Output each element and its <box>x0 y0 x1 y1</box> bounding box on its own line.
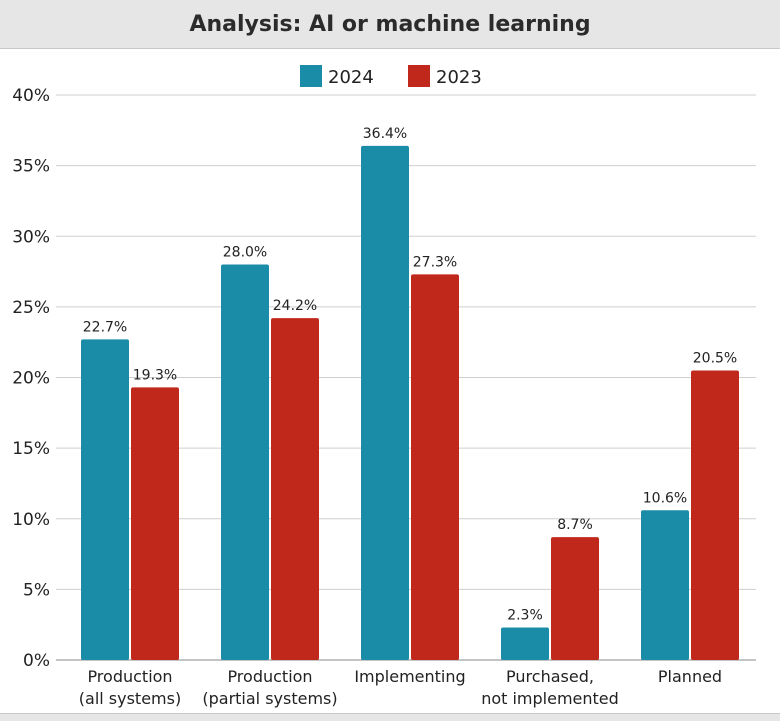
legend-swatch <box>300 65 322 87</box>
y-tick-label: 35% <box>12 157 50 177</box>
bar <box>551 537 599 660</box>
chart-area: 0% 5% 10% 15% 20% 25% 30% 35% 40% 2024 2023 22.7% 19… <box>0 49 780 713</box>
legend-label: 2024 <box>328 67 374 88</box>
data-label: 19.3% <box>133 367 177 383</box>
x-tick-label: (partial systems) <box>202 689 337 708</box>
data-label: 28.0% <box>223 245 267 261</box>
x-tick-label: not implemented <box>481 689 619 708</box>
y-tick-label: 15% <box>12 439 50 459</box>
data-label: 20.5% <box>693 350 737 366</box>
bar <box>641 510 689 660</box>
bar <box>411 274 459 660</box>
y-tick-label: 5% <box>23 580 50 600</box>
bar <box>221 264 269 660</box>
y-tick-label: 10% <box>12 510 50 530</box>
bar-chart: 0% 5% 10% 15% 20% 25% 30% 35% 40% 2024 2023 22.7% 19… <box>12 65 756 708</box>
data-label: 36.4% <box>363 126 407 142</box>
x-tick-label: Purchased, <box>506 667 594 686</box>
chart-title-bar: Analysis: AI or machine learning <box>0 0 780 49</box>
x-tick-label: Production <box>87 667 172 686</box>
y-tick-label: 40% <box>12 86 50 106</box>
x-tick-label: Implementing <box>354 667 465 686</box>
legend-swatch <box>408 65 430 87</box>
bottom-rule <box>0 713 780 721</box>
data-label: 24.2% <box>273 298 317 314</box>
y-tick-label: 25% <box>12 298 50 318</box>
bar <box>361 145 409 661</box>
data-label: 8.7% <box>557 517 593 533</box>
legend-label: 2023 <box>436 67 482 88</box>
bar <box>81 339 129 660</box>
x-tick-label: (all systems) <box>79 689 181 708</box>
bar <box>131 387 179 660</box>
y-tick-label: 0% <box>23 651 50 671</box>
bar <box>271 318 319 660</box>
y-tick-label: 30% <box>12 227 50 247</box>
bar <box>691 370 739 660</box>
x-tick-label: Production <box>227 667 312 686</box>
y-tick-label: 20% <box>12 369 50 389</box>
data-label: 10.6% <box>643 490 687 506</box>
x-tick-label: Planned <box>658 667 722 686</box>
bar <box>501 627 549 660</box>
data-label: 2.3% <box>507 608 543 624</box>
chart-title: Analysis: AI or machine learning <box>189 11 591 37</box>
data-label: 22.7% <box>83 319 127 335</box>
data-label: 27.3% <box>413 254 457 270</box>
